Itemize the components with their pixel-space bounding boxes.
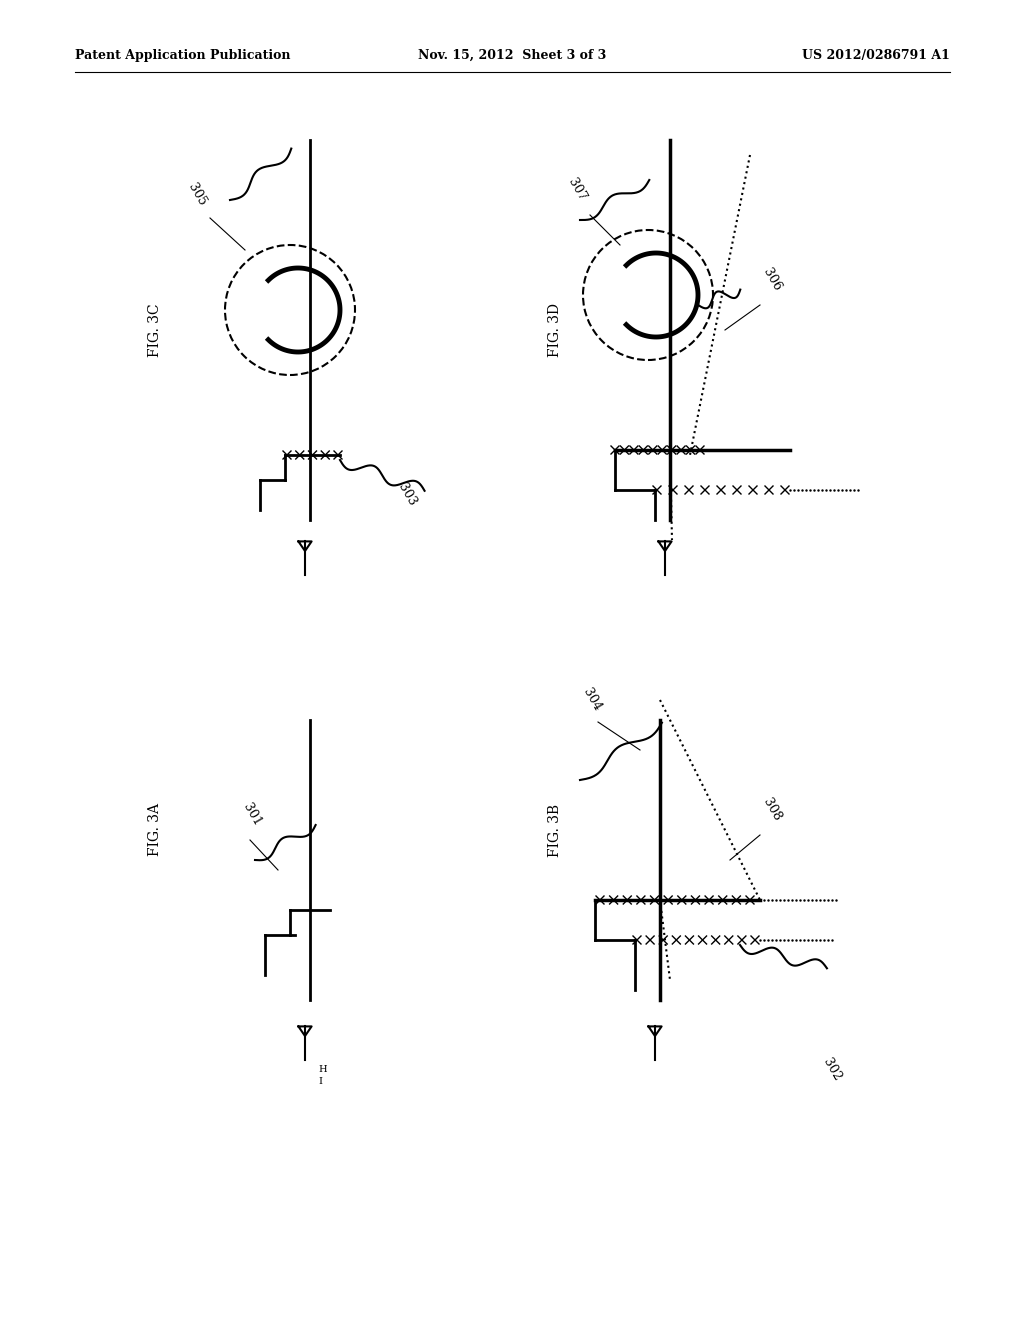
Text: 303: 303 <box>395 480 418 508</box>
Text: US 2012/0286791 A1: US 2012/0286791 A1 <box>802 49 950 62</box>
Text: FIG. 3D: FIG. 3D <box>548 304 562 356</box>
Text: FIG. 3B: FIG. 3B <box>548 804 562 857</box>
Text: 306: 306 <box>760 265 783 293</box>
Text: 301: 301 <box>240 801 263 828</box>
Text: 304: 304 <box>580 685 603 713</box>
Text: FIG. 3A: FIG. 3A <box>148 804 162 857</box>
Text: FIG. 3C: FIG. 3C <box>148 304 162 356</box>
Text: 308: 308 <box>760 796 783 822</box>
Text: Nov. 15, 2012  Sheet 3 of 3: Nov. 15, 2012 Sheet 3 of 3 <box>418 49 606 62</box>
Text: 302: 302 <box>820 1056 843 1082</box>
Text: Patent Application Publication: Patent Application Publication <box>75 49 291 62</box>
Text: 305: 305 <box>185 181 208 209</box>
Text: H: H <box>318 1065 327 1074</box>
Text: I: I <box>318 1077 322 1086</box>
Text: 307: 307 <box>565 176 588 203</box>
